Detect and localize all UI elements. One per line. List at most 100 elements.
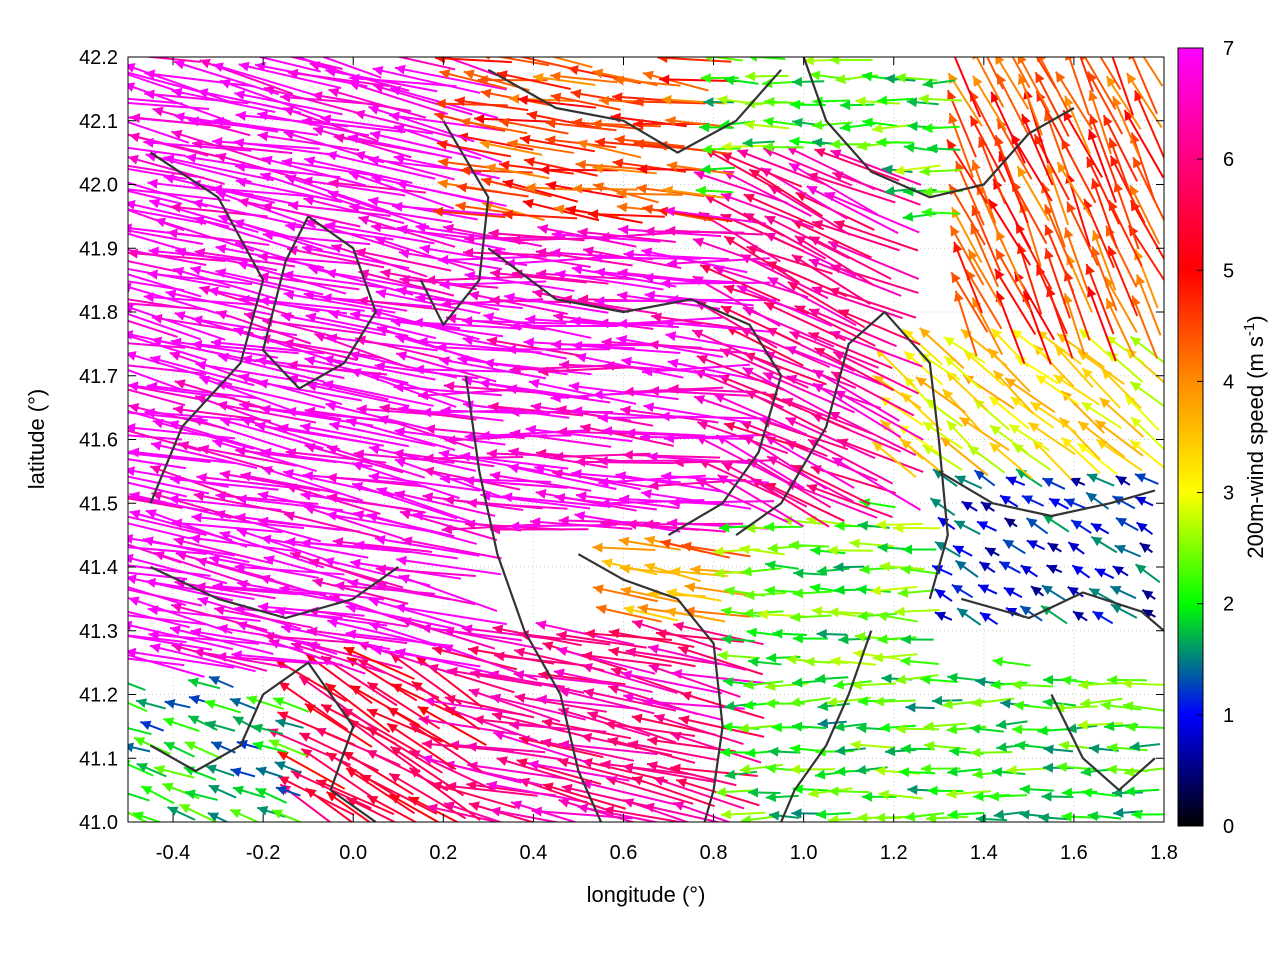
wind-vector-head-736 <box>300 422 311 433</box>
wind-vector-658 <box>571 472 681 484</box>
wind-vector-head-869 <box>195 360 207 371</box>
wind-vector-735 <box>277 425 385 447</box>
wind-vector-head-1266 <box>185 153 197 164</box>
wind-vector-1125 <box>1105 225 1138 288</box>
wind-vector-head-1166 <box>1066 201 1076 214</box>
wind-vector-head-931 <box>551 339 562 350</box>
wind-vector-660 <box>615 473 724 493</box>
wind-vector-head-651 <box>423 466 435 477</box>
wind-vector-head-586 <box>1026 518 1038 528</box>
wind-vector-head-1493 <box>244 43 255 53</box>
wind-vector-1326 <box>519 136 596 153</box>
wind-vector-head-1144 <box>464 233 475 244</box>
wind-vector-head-217 <box>856 723 867 734</box>
wind-vector-head-1488 <box>1081 57 1088 61</box>
wind-vector-1202 <box>806 185 899 235</box>
wind-vector-head-810 <box>973 399 985 410</box>
wind-vector-942 <box>808 331 893 370</box>
wind-vector-head-16 <box>443 801 455 812</box>
wind-vector-head-4 <box>207 812 220 822</box>
wind-vector-1059 <box>489 271 587 284</box>
wind-vector-head-1294 <box>830 149 842 159</box>
wind-vector-head-884 <box>538 366 549 377</box>
wind-vector-head-989 <box>954 290 964 302</box>
wind-vector-head-78 <box>828 786 839 797</box>
wind-vector-154 <box>448 743 546 754</box>
wind-vector-331 <box>394 649 498 676</box>
wind-vector-head-862 <box>1101 368 1113 380</box>
wind-vector-head-435 <box>212 581 224 592</box>
wind-vector-head-1139 <box>358 215 370 226</box>
wind-vector-850 <box>812 368 900 422</box>
wind-vector-head-151 <box>387 723 399 734</box>
wind-vector-682 <box>128 450 235 465</box>
wind-vector-1112 <box>723 235 800 284</box>
wind-vector-158 <box>540 740 635 762</box>
wind-vector-head-647 <box>326 472 337 483</box>
wind-vector-1033 <box>965 269 1003 330</box>
wind-vector-184 <box>128 727 152 736</box>
wind-vector-head-1253 <box>971 160 981 172</box>
wind-vector-head-466 <box>1110 586 1122 596</box>
wind-vector-head-208 <box>631 713 643 724</box>
wind-vector-head-1262 <box>105 159 116 169</box>
wind-vector-1038 <box>1085 263 1115 335</box>
wind-vector-head-37 <box>947 809 958 820</box>
wind-vector-head-376 <box>584 628 596 639</box>
wind-vector-1039 <box>1104 276 1138 334</box>
wind-vector-head-1339 <box>829 139 840 150</box>
wind-vector-head-697 <box>459 451 471 462</box>
wind-vector-head-398 <box>257 602 269 613</box>
wind-vector-head-1337 <box>789 136 800 147</box>
wind-vector-943 <box>829 330 923 368</box>
wind-vector-head-59 <box>389 773 401 783</box>
wind-vector-head-1372 <box>526 110 538 121</box>
wind-vector-head-1205 <box>921 207 932 218</box>
wind-vector-68 <box>581 781 680 807</box>
wind-vector-head-1162 <box>971 205 981 217</box>
wind-vector-551 <box>191 515 304 530</box>
terrain-contour-8 <box>961 591 1164 632</box>
wind-vector-319 <box>128 650 235 669</box>
wind-vector-head-1278 <box>485 163 497 174</box>
wind-vector-827 <box>287 376 389 401</box>
wind-vector-head-914 <box>170 337 182 348</box>
wind-vector-head-1442 <box>1087 71 1097 83</box>
wind-vector-head-1115 <box>795 235 807 246</box>
wind-vector-head-390 <box>83 598 94 608</box>
wind-vector-head-506 <box>1135 564 1147 575</box>
wind-vector-head-492 <box>816 565 828 576</box>
wind-vector-1302 <box>1033 133 1070 201</box>
wind-vector-head-334 <box>468 645 479 656</box>
wind-vector-head-1402 <box>144 89 155 100</box>
wind-vector-head-136 <box>1106 764 1117 775</box>
wind-vector-556 <box>303 505 404 540</box>
wind-vector-head-211 <box>722 721 733 732</box>
wind-vector-head-380 <box>673 621 685 632</box>
wind-vector-head-440 <box>334 580 345 591</box>
wind-vector-204 <box>541 720 632 740</box>
wind-vector-head-226 <box>1066 723 1077 734</box>
wind-vector-head-788 <box>440 405 451 416</box>
wind-vector-1071 <box>765 260 848 298</box>
wind-vector-head-741 <box>424 424 436 435</box>
y-tick-label-10: 42.0 <box>79 175 118 197</box>
wind-vector-head-762 <box>922 421 935 432</box>
wind-vector-head-269 <box>1000 698 1011 709</box>
wind-vector-1275 <box>393 155 501 180</box>
wind-vector-head-83 <box>946 788 957 799</box>
wind-vector-head-1134 <box>233 219 245 229</box>
wind-vector-head-1086 <box>128 248 138 259</box>
wind-vector-367 <box>368 622 474 658</box>
wind-vector-head-692 <box>353 449 365 460</box>
wind-vector-1312 <box>191 142 293 155</box>
wind-vector-1034 <box>994 268 1037 336</box>
wind-vector-head-91 <box>1124 786 1135 797</box>
wind-vector-head-995 <box>1087 286 1097 298</box>
wind-vector-head-817 <box>1125 394 1136 406</box>
wind-vector-864 <box>128 369 182 391</box>
wind-vector-head-554 <box>257 516 269 527</box>
wind-vector-head-1152 <box>644 226 655 237</box>
wind-vector-head-1423 <box>633 96 644 107</box>
wind-vector-708 <box>715 434 805 490</box>
